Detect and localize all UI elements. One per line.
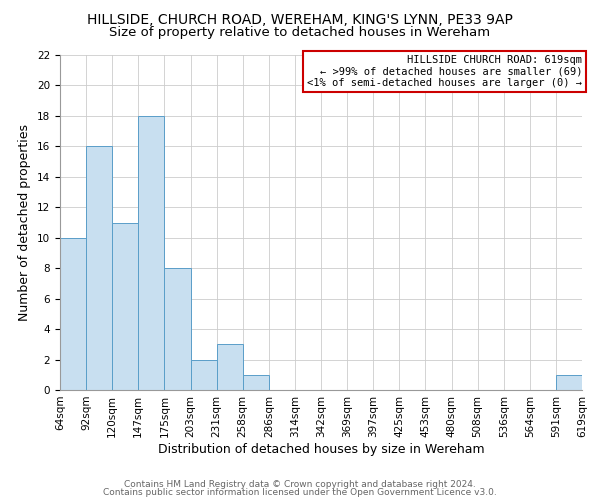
Bar [217, 344, 243, 390]
Text: Contains public sector information licensed under the Open Government Licence v3: Contains public sector information licen… [103, 488, 497, 497]
Bar [112, 222, 139, 390]
Bar [139, 116, 164, 390]
Bar [164, 268, 191, 390]
Text: Contains HM Land Registry data © Crown copyright and database right 2024.: Contains HM Land Registry data © Crown c… [124, 480, 476, 489]
Text: HILLSIDE, CHURCH ROAD, WEREHAM, KING'S LYNN, PE33 9AP: HILLSIDE, CHURCH ROAD, WEREHAM, KING'S L… [87, 12, 513, 26]
Y-axis label: Number of detached properties: Number of detached properties [19, 124, 31, 321]
Bar [60, 238, 86, 390]
Text: HILLSIDE CHURCH ROAD: 619sqm
← >99% of detached houses are smaller (69)
<1% of s: HILLSIDE CHURCH ROAD: 619sqm ← >99% of d… [307, 55, 582, 88]
Bar [86, 146, 112, 390]
Text: Size of property relative to detached houses in Wereham: Size of property relative to detached ho… [109, 26, 491, 39]
X-axis label: Distribution of detached houses by size in Wereham: Distribution of detached houses by size … [158, 442, 484, 456]
Bar [191, 360, 217, 390]
Bar [243, 375, 269, 390]
Bar [556, 375, 582, 390]
